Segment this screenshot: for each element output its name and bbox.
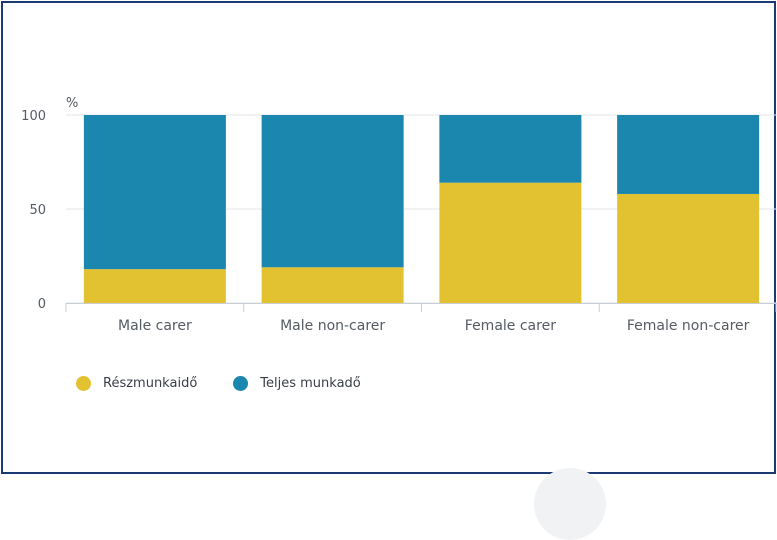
y-axis-unit-label: % xyxy=(66,96,79,111)
legend-label-full-time: Teljes munkadő xyxy=(260,376,361,391)
y-tick-label-100: 100 xyxy=(21,109,46,124)
legend-item-part-time[interactable]: Részmunkaidő xyxy=(76,376,197,391)
x-tick-label-0: Male carer xyxy=(118,318,192,334)
bar-part-time-0 xyxy=(83,269,226,303)
bar-part-time-1 xyxy=(261,267,404,303)
bar-part-time-2 xyxy=(439,182,582,303)
x-tick-label-3: Female non-carer xyxy=(627,318,750,334)
bar-full-time-0 xyxy=(83,115,226,270)
bar-part-time-3 xyxy=(617,193,760,303)
y-tick-label-50: 50 xyxy=(29,203,46,218)
legend-label-part-time: Részmunkaidő xyxy=(103,376,198,391)
bar-full-time-2 xyxy=(439,115,582,183)
x-tick-label-2: Female carer xyxy=(465,318,556,334)
legend: Részmunkaidő Teljes munkadő xyxy=(76,376,397,391)
y-tick-label-0: 0 xyxy=(38,297,46,312)
legend-swatch-full-time xyxy=(233,376,249,391)
watermark-circle xyxy=(534,468,606,540)
legend-swatch-part-time xyxy=(76,376,91,391)
bar-full-time-3 xyxy=(617,115,760,194)
bar-full-time-1 xyxy=(261,115,404,268)
legend-item-full-time[interactable]: Teljes munkadő xyxy=(233,376,361,391)
x-tick-label-1: Male non-carer xyxy=(280,318,385,334)
stacked-bar-chart: 0 50 100 Male carer Male non-carer Female car… xyxy=(21,109,777,334)
